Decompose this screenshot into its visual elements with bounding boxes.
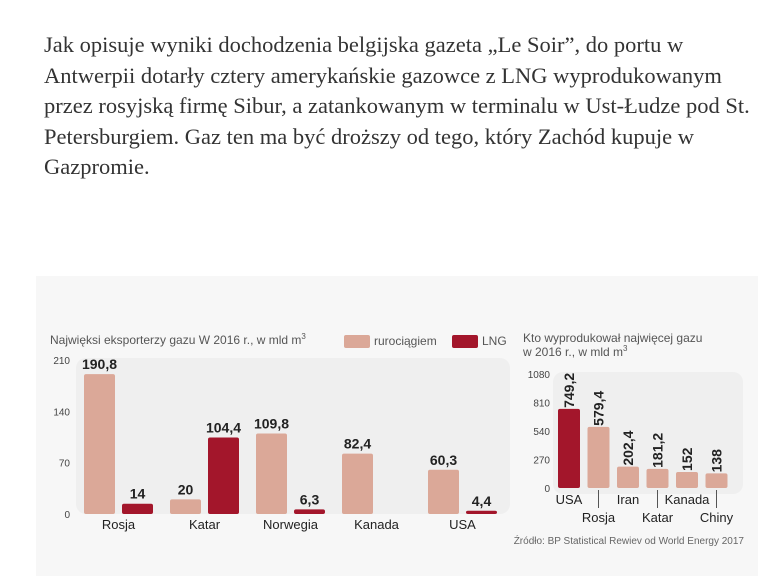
producers-category-katar: Katar	[642, 510, 674, 525]
legend-label-pipeline: rurociągiem	[374, 334, 437, 348]
exporters-y-tick-2: 140	[53, 407, 70, 418]
producers-value-usa: 749,2	[561, 373, 577, 408]
exporters-value-usa-pipeline: 60,3	[430, 452, 457, 468]
producers-chart-title-sup: 3	[623, 344, 628, 353]
producers-category-rosja: Rosja	[582, 510, 616, 525]
exporters-bar-kanada-pipeline	[342, 453, 373, 514]
exporters-category-norwegia: Norwegia	[263, 517, 319, 532]
producers-y-tick-2: 540	[533, 427, 550, 438]
legend-label-lng: LNG	[482, 334, 507, 348]
producers-chart-title-line2: w 2016 r., w mld m3	[522, 344, 628, 359]
exporters-bar-rosja-pipeline	[84, 374, 115, 514]
exporters-plot-panel	[76, 358, 510, 514]
producers-category-usa: USA	[556, 492, 583, 507]
producers-value-kanada: 152	[679, 447, 695, 471]
exporters-legend: rurociągiem LNG	[344, 334, 507, 348]
exporters-value-usa-lng: 4,4	[472, 493, 492, 509]
legend-swatch-pipeline	[344, 335, 370, 348]
exporters-bar-katar-pipeline	[170, 499, 201, 514]
exporters-chart-title-sup: 3	[301, 332, 306, 341]
producers-bar-katar	[646, 468, 669, 488]
producers-bar-chiny	[705, 473, 728, 488]
exporters-chart-title: Najwięksi eksporterzy gazu W 2016 r., w …	[50, 332, 306, 347]
producers-bar-kanada	[676, 471, 698, 488]
exporters-bar-norwegia-pipeline	[256, 433, 287, 514]
producers-value-rosja: 579,4	[591, 391, 607, 426]
producers-y-tick-1: 270	[533, 456, 550, 467]
exporters-value-rosja-pipeline: 190,8	[82, 356, 117, 372]
producers-chart-title-line2-text: w 2016 r., w mld m	[522, 345, 623, 359]
source-note: Źródło: BP Statistical Rewiev od World E…	[514, 534, 745, 547]
producers-value-iran: 202,4	[620, 430, 636, 465]
exporters-category-kanada: Kanada	[354, 517, 400, 532]
exporters-value-norwegia-pipeline: 109,8	[254, 415, 289, 431]
exporters-y-tick-1: 70	[59, 459, 71, 470]
producers-value-chiny: 138	[709, 449, 725, 473]
exporters-category-katar: Katar	[189, 517, 221, 532]
exporters-category-usa: USA	[449, 517, 476, 532]
infographic: Najwięksi eksporterzy gazu W 2016 r., w …	[36, 276, 758, 576]
exporters-bar-rosja-lng	[122, 503, 153, 514]
producers-y-tick-3: 810	[533, 399, 550, 410]
exporters-bar-usa-lng	[466, 510, 497, 514]
exporters-category-rosja: Rosja	[102, 517, 136, 532]
exporters-value-katar-pipeline: 20	[178, 481, 194, 497]
exporters-y-tick-0: 0	[64, 510, 70, 521]
producers-y-tick-4: 1080	[528, 370, 551, 381]
producers-chart-title-line1: Kto wyprodukował najwięcej gazu	[523, 331, 702, 345]
producers-value-katar: 181,2	[650, 433, 666, 468]
infographic-svg: Najwięksi eksporterzy gazu W 2016 r., w …	[50, 331, 745, 547]
exporters-chart-title-text: Najwięksi eksporterzy gazu W 2016 r., w …	[50, 333, 301, 347]
producers-bar-iran	[617, 466, 639, 488]
producers-category-iran: Iran	[617, 492, 639, 507]
exporters-value-rosja-lng: 14	[130, 486, 146, 502]
article-paragraph: Jak opisuje wyniki dochodzenia belgijska…	[44, 32, 750, 179]
producers-bar-usa	[558, 408, 580, 488]
exporters-chart: Najwięksi eksporterzy gazu W 2016 r., w …	[50, 332, 510, 532]
legend-swatch-lng	[452, 335, 478, 348]
producers-category-kanada: Kanada	[665, 492, 711, 507]
exporters-bar-norwegia-lng	[294, 509, 325, 514]
producers-category-chiny: Chiny	[700, 510, 734, 525]
producers-bar-rosja	[587, 426, 610, 488]
exporters-value-katar-lng: 104,4	[206, 419, 241, 435]
exporters-value-norwegia-lng: 6,3	[300, 491, 320, 507]
producers-y-tick-0: 0	[544, 484, 550, 495]
exporters-y-tick-3: 210	[53, 356, 70, 367]
producers-chart: Kto wyprodukował najwięcej gazu w 2016 r…	[522, 331, 743, 525]
exporters-bar-usa-pipeline	[428, 469, 459, 514]
exporters-bar-katar-lng	[208, 437, 239, 514]
exporters-value-kanada-pipeline: 82,4	[344, 436, 371, 452]
